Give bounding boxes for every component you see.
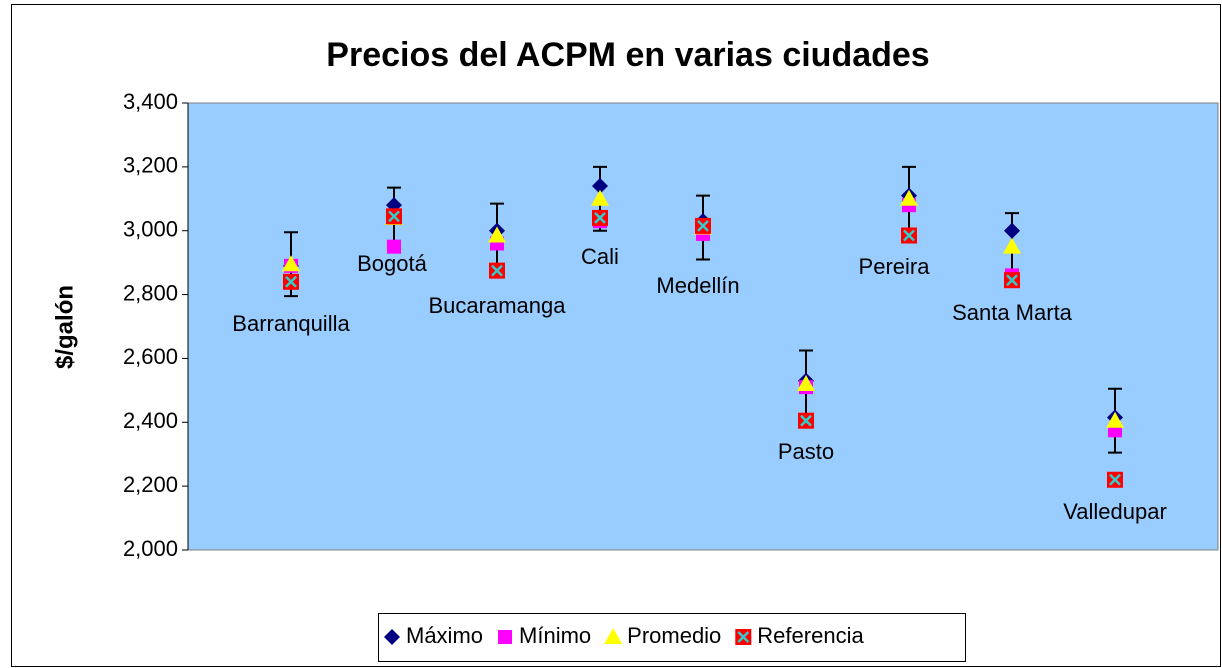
marker-referencia	[283, 273, 299, 290]
marker-cross	[1109, 473, 1121, 486]
marker-cross	[800, 414, 812, 427]
point-label: Cali	[581, 244, 619, 269]
marker-cross	[737, 631, 750, 643]
marker-cross	[388, 210, 400, 223]
point-label: Bogotá	[357, 251, 427, 276]
legend: Máximo Mínimo Promedio Referencia	[378, 613, 966, 662]
marker-promedio	[900, 189, 918, 206]
marker-referencia	[695, 217, 711, 234]
y-tick-label: 3,200	[123, 153, 178, 178]
marker-maximo	[1004, 222, 1020, 239]
marker-referencia	[592, 209, 608, 226]
marker-promedio	[488, 226, 506, 243]
y-tick-label: 2,800	[123, 280, 178, 305]
marker-cross	[285, 275, 297, 288]
plot-area	[187, 102, 1219, 551]
marker-cross	[1006, 274, 1018, 287]
marker-promedio	[1106, 411, 1124, 428]
legend-label: Mínimo	[519, 623, 591, 648]
marker-cross	[594, 212, 606, 224]
point-label: Valledupar	[1063, 499, 1167, 524]
legend-marker	[604, 628, 623, 644]
marker-referencia	[489, 262, 505, 279]
y-axis-title: $/galón	[51, 285, 78, 369]
marker-promedio	[591, 189, 609, 206]
marker-promedio	[797, 374, 815, 391]
legend-marker	[735, 629, 752, 645]
marker-cross	[697, 220, 709, 232]
legend-marker	[384, 629, 400, 645]
y-tick-label: 2,600	[123, 344, 178, 369]
point-label: Bucaramanga	[429, 293, 567, 318]
chart-title: Precios del ACPM en varias ciudades	[326, 36, 929, 74]
legend-label: Referencia	[757, 623, 864, 648]
point-label: Medellín	[656, 273, 739, 298]
marker-cross	[491, 264, 503, 277]
marker-referencia	[386, 208, 402, 225]
legend-marker	[498, 630, 513, 644]
point-label: Pasto	[778, 439, 834, 464]
marker-cross	[903, 229, 915, 242]
y-tick-label: 3,400	[123, 89, 178, 114]
y-tick-label: 2,000	[123, 536, 178, 561]
marker-referencia	[798, 412, 814, 429]
marker-minimo	[387, 239, 401, 254]
marker-referencia	[1004, 272, 1020, 289]
point-label: Barranquilla	[232, 311, 350, 336]
y-tick-label: 2,200	[123, 472, 178, 497]
legend-label: Máximo	[406, 623, 483, 648]
legend-box	[378, 613, 966, 662]
marker-promedio	[1003, 237, 1021, 254]
point-label: Pereira	[859, 254, 931, 279]
marker-maximo	[592, 178, 608, 195]
point-label: Santa Marta	[952, 300, 1073, 325]
marker-referencia	[901, 227, 917, 244]
legend-label: Promedio	[627, 623, 721, 648]
y-tick-label: 2,400	[123, 408, 178, 433]
marker-referencia	[1107, 471, 1123, 488]
marker-promedio	[282, 255, 300, 272]
y-tick-label: 3,000	[123, 217, 178, 242]
